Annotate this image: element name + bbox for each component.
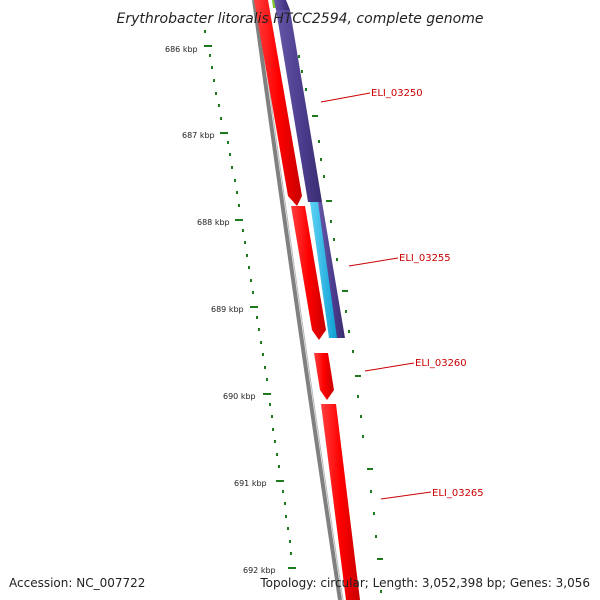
genome-summary-text: Topology: circular; Length: 3,052,398 bp…: [260, 576, 590, 590]
tick-label: 689 kbp: [211, 305, 244, 314]
forward-strand-features: [254, 0, 360, 600]
tick-label: 688 kbp: [197, 218, 230, 227]
map-title: Erythrobacter litoralis HTCC2594, comple…: [117, 11, 484, 27]
backbone: [252, 0, 344, 600]
tick-label: 692 kbp: [243, 566, 276, 575]
gene-ELI_03250-arrow: [276, 10, 322, 202]
gene-label-ELI_03250[interactable]: ELI_03250: [371, 88, 423, 99]
cyan-feature: [310, 202, 337, 338]
gene-ELI_03255-arrow: [318, 202, 345, 338]
cds-arrow: [291, 206, 326, 340]
ruler-major-ticks: [204, 45, 296, 569]
accession-text: Accession: NC_007722: [9, 576, 146, 590]
cds-arrow: [254, 0, 302, 206]
tick-label: 691 kbp: [234, 479, 267, 488]
cds-arrow: [321, 404, 360, 600]
ruler-tick-labels: 686 kbp 687 kbp 688 kbp 689 kbp 690 kbp …: [165, 45, 276, 575]
gene-labels: ELI_03250 ELI_03255 ELI_03260 ELI_03265: [371, 88, 484, 499]
tick-label: 690 kbp: [223, 392, 256, 401]
gene-label-leaders: [320, 92, 432, 500]
ruler-minor-ticks: [204, 30, 292, 555]
tick-label: 687 kbp: [182, 131, 215, 140]
tick-label: 686 kbp: [165, 45, 198, 54]
feature-track-ticks: [298, 55, 383, 593]
gene-label-ELI_03260[interactable]: ELI_03260: [415, 358, 467, 369]
gene-label-ELI_03265[interactable]: ELI_03265: [432, 488, 484, 499]
cds-arrow: [314, 353, 334, 400]
reverse-strand-features: [274, 0, 345, 338]
gene-label-ELI_03255[interactable]: ELI_03255: [399, 253, 451, 264]
